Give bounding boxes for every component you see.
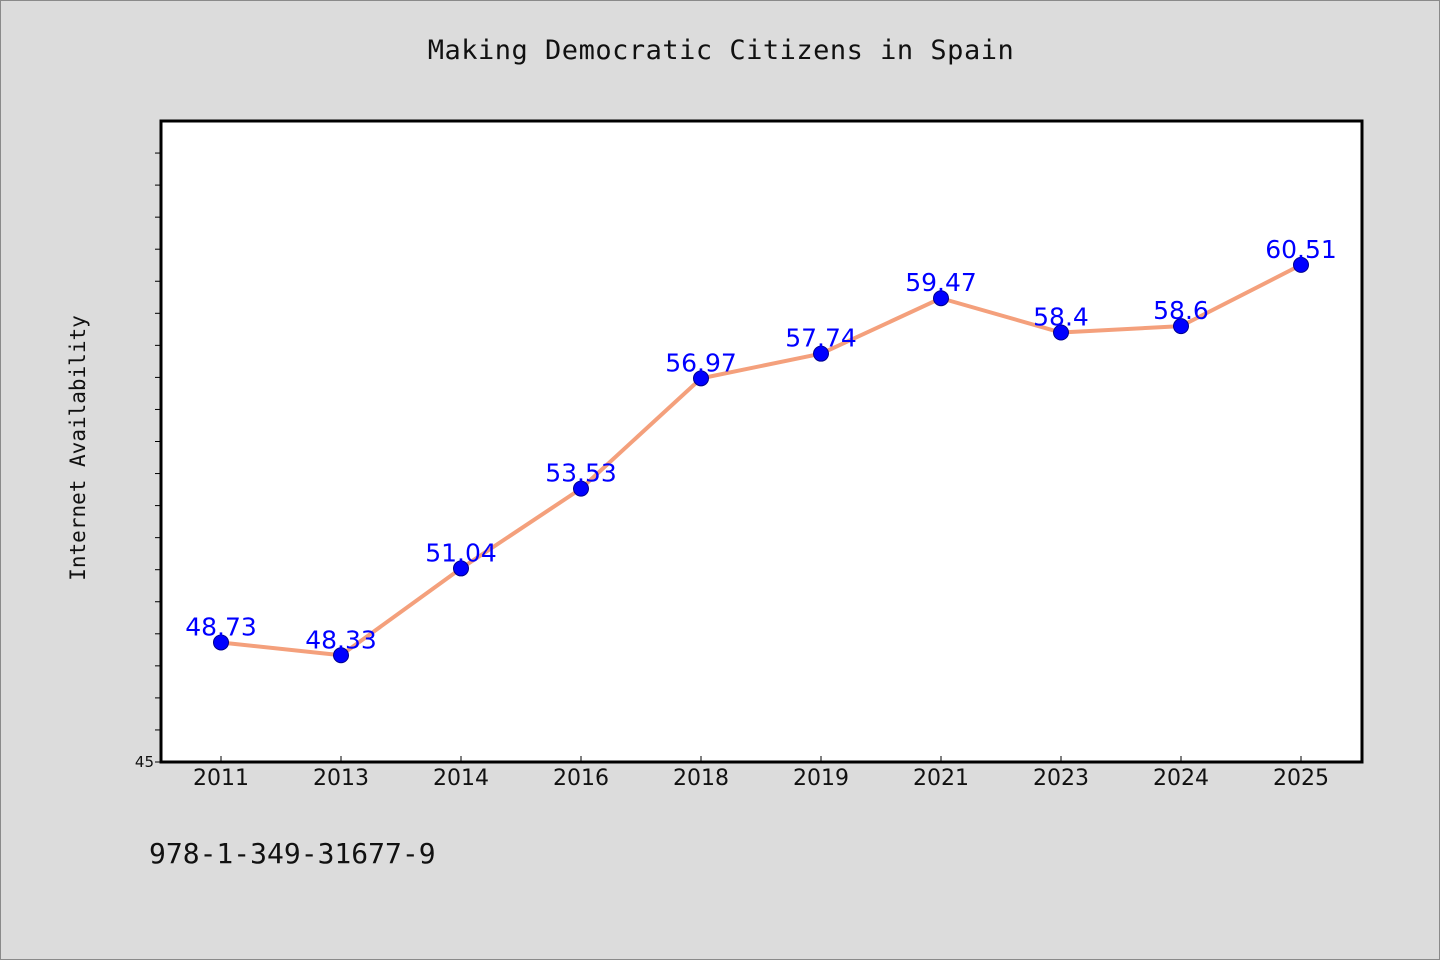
data-point	[1053, 324, 1069, 341]
x-tick-label: 2025	[1273, 766, 1329, 791]
data-label: 51.04	[425, 538, 497, 567]
data-point	[213, 634, 229, 651]
y-axis-ticks: 45	[135, 152, 161, 771]
plot-area	[159, 119, 1364, 764]
data-label: 59.47	[905, 268, 977, 297]
data-label: 58.4	[1033, 303, 1089, 332]
caption-text: 978-1-349-31677-9	[149, 837, 436, 870]
y-tick-label: 45	[135, 753, 154, 771]
x-tick-label: 2023	[1033, 766, 1089, 791]
x-tick-label: 2024	[1153, 766, 1209, 791]
data-point	[933, 290, 949, 307]
data-markers	[213, 256, 1309, 664]
data-point	[333, 647, 349, 664]
data-label: 48.33	[305, 625, 377, 654]
data-point	[813, 345, 829, 362]
data-label: 48.73	[185, 612, 257, 641]
x-axis-ticks: 2011 2013 2014 2016 2018 2019 2021 2023 2024 2025	[193, 756, 1329, 791]
x-tick-label: 2013	[313, 766, 369, 791]
data-labels: 48.73 48.33 51.04 53.53 56.97 57.74 59.47 58.4 5…	[185, 235, 1337, 654]
data-label: 60.51	[1265, 235, 1337, 264]
data-point	[1173, 318, 1189, 335]
data-label: 53.53	[545, 459, 617, 488]
x-tick-label: 2019	[793, 766, 849, 791]
x-tick-label: 2021	[913, 766, 969, 791]
series-line	[219, 262, 1303, 658]
data-point	[573, 480, 589, 497]
x-tick-label: 2018	[673, 766, 729, 791]
x-tick-label: 2011	[193, 766, 249, 791]
data-point	[1293, 256, 1309, 273]
chart-title: Making Democratic Citizens in Spain	[427, 35, 1015, 66]
x-tick-label: 2014	[433, 766, 489, 791]
data-label: 56.97	[665, 348, 737, 377]
x-tick-label: 2016	[553, 766, 609, 791]
data-label: 58.6	[1153, 296, 1209, 325]
data-point	[693, 370, 709, 387]
data-label: 57.74	[785, 324, 857, 353]
data-point	[453, 560, 469, 577]
